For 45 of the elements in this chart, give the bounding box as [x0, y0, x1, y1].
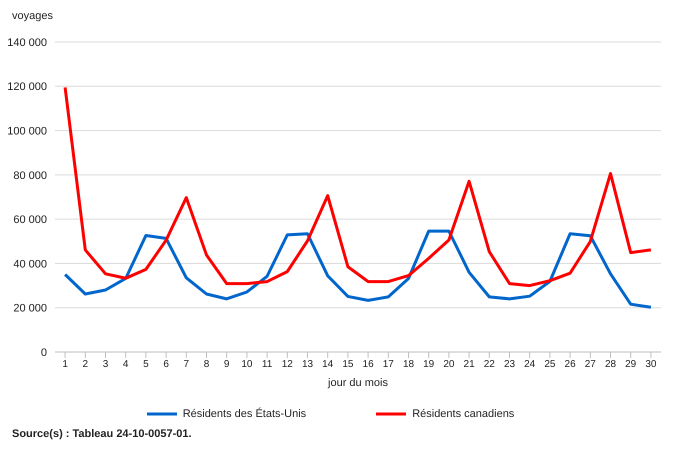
- x-tick-label: 23: [504, 359, 516, 370]
- y-tick-label: 120 000: [7, 81, 47, 94]
- x-tick-label: 10: [241, 359, 253, 370]
- x-tick-label: 5: [143, 359, 150, 370]
- x-tick-label: 7: [184, 359, 190, 370]
- legend-label: Résidents canadiens: [412, 408, 514, 420]
- x-tick-label: 12: [282, 359, 294, 370]
- x-tick-label: 13: [302, 359, 314, 370]
- x-tick-label: 24: [524, 359, 536, 370]
- y-tick-label: 140 000: [7, 36, 47, 49]
- y-tick-label: 40 000: [13, 258, 47, 270]
- x-tick-label: 9: [224, 359, 230, 370]
- y-axis-title: voyages: [12, 10, 53, 22]
- x-tick-label: 20: [443, 359, 455, 370]
- x-tick-label: 21: [464, 359, 476, 370]
- x-tick-label: 18: [402, 359, 414, 370]
- x-tick-label: 2: [82, 359, 89, 370]
- y-tick-label: 0: [40, 346, 47, 359]
- x-tick-label: 19: [423, 359, 435, 370]
- y-tick-label: 20 000: [13, 302, 47, 315]
- x-tick-label: 30: [645, 359, 657, 370]
- x-tick-label: 6: [163, 359, 170, 370]
- x-tick-label: 14: [322, 359, 334, 370]
- y-tick-label: 60 000: [13, 214, 47, 226]
- x-tick-label: 11: [262, 359, 273, 370]
- x-tick-label: 22: [484, 359, 496, 370]
- x-tick-label: 15: [342, 359, 354, 370]
- x-tick-label: 17: [382, 359, 394, 370]
- x-tick-label: 4: [122, 359, 129, 370]
- x-tick-label: 16: [362, 359, 374, 370]
- line-series: [64, 86, 652, 288]
- y-tick-label: 80 000: [13, 170, 47, 182]
- source-note: Source(s) : Tableau 24-10-0057-01.: [12, 428, 192, 440]
- x-tick-label: 8: [204, 359, 210, 370]
- line-series: [64, 230, 652, 309]
- legend-label: Résidents des États-Unis: [182, 408, 306, 420]
- x-tick-label: 27: [584, 359, 596, 370]
- x-axis-title: jour du mois: [327, 377, 388, 389]
- x-tick-label: 26: [564, 359, 576, 370]
- x-tick-label: 28: [604, 359, 616, 370]
- y-tick-label: 100 000: [7, 125, 47, 138]
- x-tick-label: 1: [62, 359, 68, 370]
- x-tick-label: 3: [102, 359, 109, 370]
- x-tick-label: 25: [544, 359, 556, 370]
- x-tick-label: 29: [625, 359, 637, 370]
